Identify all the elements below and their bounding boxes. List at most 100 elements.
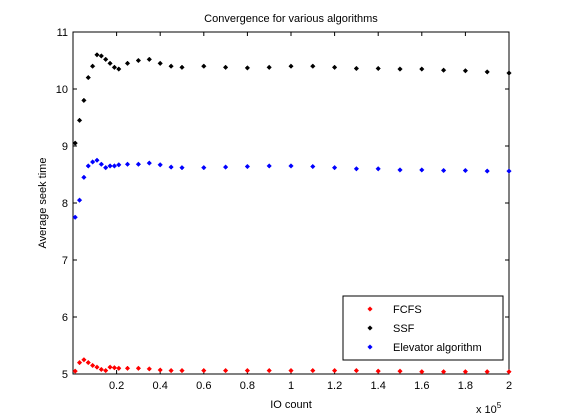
data-point (353, 166, 360, 172)
y-axis-label: Average seek time (37, 158, 49, 249)
data-point (94, 157, 100, 163)
data-point (116, 66, 122, 72)
y-tick-label: 5 (62, 369, 68, 381)
data-point (484, 369, 490, 375)
data-point (72, 140, 78, 146)
data-point (244, 163, 251, 170)
data-point (98, 161, 104, 167)
data-point (124, 161, 131, 167)
data-point (375, 65, 381, 72)
data-point (440, 369, 447, 375)
x-tick-label: 0.8 (240, 380, 255, 392)
data-point (419, 66, 425, 72)
data-point (89, 63, 96, 69)
data-point (124, 365, 131, 371)
y-tick-label: 7 (62, 255, 68, 267)
data-point (288, 367, 294, 374)
data-point (135, 365, 142, 371)
data-point (506, 70, 512, 76)
legend-marker (367, 344, 373, 350)
data-point (111, 163, 118, 169)
x-tick-label: 0.2 (109, 380, 124, 392)
x-tick-label: 1.4 (371, 380, 386, 392)
data-point (179, 64, 185, 70)
y-tick-label: 6 (62, 312, 68, 324)
data-point (375, 368, 381, 374)
legend-marker (367, 306, 373, 312)
data-point (111, 365, 118, 371)
data-point (244, 65, 251, 71)
data-point (397, 167, 403, 173)
series-elevator-algorithm (72, 157, 512, 220)
y-tick-label: 8 (62, 198, 68, 210)
data-point (179, 367, 185, 374)
x-tick-label: 1.8 (458, 380, 473, 392)
data-point (72, 214, 78, 220)
data-point (116, 162, 122, 168)
legend-label: Elevator algorithm (393, 342, 482, 354)
data-point (440, 167, 447, 174)
series-layer (72, 52, 512, 375)
data-point (157, 60, 163, 67)
data-point (310, 163, 316, 170)
data-point (76, 117, 83, 124)
data-point (375, 166, 381, 172)
data-point (157, 162, 163, 168)
data-point (98, 366, 104, 373)
data-point (107, 364, 113, 370)
data-point (103, 165, 109, 171)
data-point (462, 369, 469, 375)
data-point (266, 163, 272, 169)
data-point (353, 367, 360, 374)
x-tick-label: 1.6 (414, 380, 429, 392)
data-point (419, 167, 425, 173)
data-point (124, 60, 131, 67)
data-point (107, 163, 113, 169)
data-point (201, 165, 207, 171)
data-point (440, 67, 447, 73)
x-tick-label: 1.2 (327, 380, 342, 392)
data-point (397, 66, 403, 72)
x-axis-label: IO count (270, 399, 312, 411)
data-point (288, 163, 294, 169)
series-ssf (72, 52, 512, 146)
data-point (168, 164, 174, 170)
data-point (201, 367, 207, 374)
y-tick-label: 9 (62, 141, 68, 153)
data-point (266, 367, 272, 374)
data-point (484, 69, 490, 75)
data-point (244, 367, 251, 374)
data-point (157, 367, 163, 373)
data-point (168, 367, 174, 374)
data-point (103, 56, 109, 63)
data-point (222, 164, 229, 170)
y-tick-label: 11 (57, 27, 68, 39)
legend: FCFS SSF Elevator algorithm (342, 295, 504, 361)
x-tick-label: 2 (506, 380, 512, 392)
data-point (353, 65, 360, 72)
data-point (168, 63, 174, 69)
series-fcfs (72, 357, 512, 375)
data-point (85, 163, 91, 169)
data-point (506, 168, 512, 174)
data-point (89, 362, 96, 369)
data-point (419, 369, 425, 375)
legend-label: FCFS (393, 304, 422, 316)
data-point (462, 167, 469, 174)
data-point (288, 63, 294, 69)
data-point (462, 68, 469, 74)
x-tick-label: 0.4 (153, 380, 168, 392)
x-axis-scale-exponent: 5 (497, 401, 502, 410)
data-point (506, 369, 512, 375)
data-point (310, 367, 316, 374)
data-point (107, 60, 113, 67)
data-point (201, 63, 207, 69)
data-point (81, 357, 87, 363)
chart-title: Convergence for various algorithms (204, 13, 378, 25)
data-point (103, 367, 109, 374)
data-point (146, 56, 152, 63)
data-point (266, 64, 272, 70)
data-point (146, 160, 152, 166)
data-point (94, 364, 100, 370)
data-point (111, 64, 118, 70)
